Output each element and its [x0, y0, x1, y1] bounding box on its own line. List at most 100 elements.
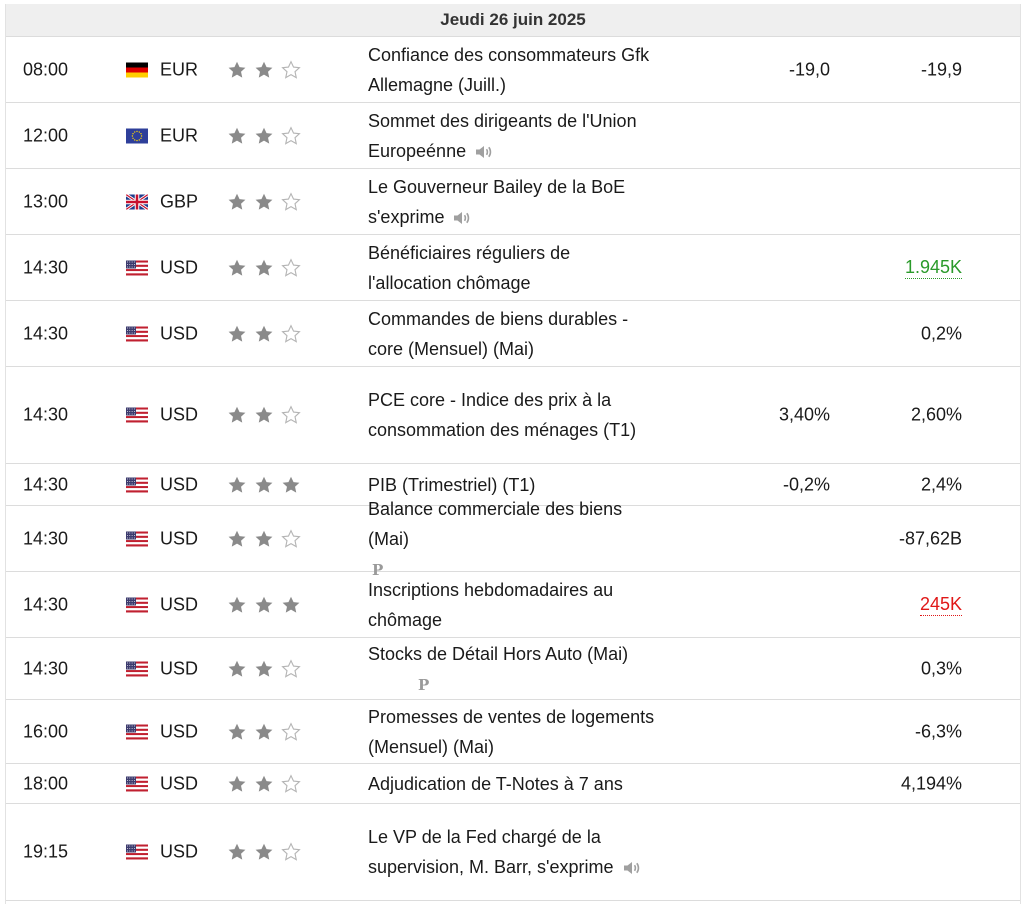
event-previous: 4,194% [900, 773, 962, 793]
star-filled-icon [228, 127, 246, 144]
event-row[interactable]: 14:30 USD Balance commerciale des biens (M… [6, 499, 1020, 579]
event-time: 14:30 [23, 474, 69, 494]
event-row[interactable]: 13:00 GBP Le Gouverneur Bailey de la BoE s… [6, 169, 1020, 235]
event-title-text: PCE core - Indice des prix à la consomma… [368, 390, 637, 440]
event-currency: USD [160, 594, 199, 614]
flag-us-icon [126, 531, 148, 546]
star-filled-icon [255, 325, 273, 342]
event-title-text: Confiance des consommateurs Gfk Allemagn… [368, 44, 650, 95]
event-currency: GBP [160, 191, 199, 211]
event-previous: -19,9 [920, 59, 962, 79]
event-title-text: Le Gouverneur Bailey de la BoE s'exprime [368, 176, 626, 227]
event-title-text: Balance commerciale des biens (Mai) [368, 498, 623, 549]
flag-us-icon [126, 844, 148, 860]
event-previous: 0,2% [920, 323, 962, 343]
event-title[interactable]: Le Gouverneur Bailey de la BoE s'exprime [368, 172, 658, 232]
event-title[interactable]: Adjudication de T-Notes à 7 ans [368, 769, 658, 799]
event-title[interactable]: Stocks de Détail Hors Auto (Mai) P [368, 639, 658, 699]
event-row[interactable]: 14:30 USD Commandes de biens durables - co… [6, 301, 1020, 367]
star-empty-icon [281, 191, 301, 211]
event-previous: 2,60% [910, 404, 962, 425]
flag-us-icon [126, 597, 148, 612]
star-filled-icon [282, 596, 300, 613]
event-title[interactable]: PCE core - Indice des prix à la consomma… [368, 385, 658, 445]
star-filled-icon [228, 660, 246, 677]
event-previous[interactable]: 245K [919, 593, 962, 616]
star-empty-icon [281, 405, 301, 424]
star-filled-icon [255, 596, 273, 613]
event-title[interactable]: Sommet des dirigeants de l'Union Europeé… [368, 106, 658, 166]
event-row[interactable]: 14:30 USD PIB (Trimestriel) (T1) -0,2% 2,4% [6, 464, 1020, 506]
event-title[interactable]: Confiance des consommateurs Gfk Allemagn… [368, 40, 658, 100]
flag-us-icon [126, 477, 148, 492]
event-currency: USD [160, 323, 199, 343]
event-row[interactable]: 08:00 EUR Confiance des consommateurs Gfk … [6, 37, 1020, 103]
event-currency: USD [160, 773, 199, 793]
importance-stars [226, 658, 302, 679]
event-previous: -6,3% [914, 721, 962, 741]
event-time: 14:30 [23, 257, 69, 277]
importance-stars [226, 257, 302, 278]
event-row[interactable]: 14:30 USD Bénéficiaires réguliers de l'all… [6, 235, 1020, 301]
event-title[interactable]: Bénéficiaires réguliers de l'allocation … [368, 238, 658, 298]
event-title-text: PIB (Trimestriel) (T1) [368, 474, 536, 495]
event-title-text: Sommet des dirigeants de l'Union Europeé… [368, 110, 637, 161]
star-empty-icon [281, 658, 301, 678]
importance-stars [226, 405, 302, 426]
event-title[interactable]: Inscriptions hebdomadaires au chômage [368, 575, 658, 635]
event-currency: USD [160, 841, 199, 862]
event-forecast: -19,0 [788, 59, 830, 79]
event-currency: USD [160, 257, 199, 277]
preliminary-icon: P [418, 675, 430, 694]
star-filled-icon [255, 530, 273, 547]
flag-us-icon [126, 260, 148, 275]
event-row[interactable]: 16:00 USD Promesses de ventes de logements… [6, 700, 1020, 764]
event-title-text: Inscriptions hebdomadaires au chômage [368, 579, 614, 630]
star-filled-icon [255, 259, 273, 276]
star-filled-icon [228, 325, 246, 342]
event-row[interactable]: 14:30 USD Inscriptions hebdomadaires au ch… [6, 572, 1020, 638]
star-empty-icon [281, 528, 301, 548]
event-row[interactable]: 14:30 USD Stocks de Détail Hors Auto (Mai)… [6, 638, 1020, 700]
star-filled-icon [228, 61, 246, 78]
event-row[interactable]: 18:00 USD Adjudication de T-Notes à 7 ans 4… [6, 764, 1020, 804]
event-title[interactable]: Promesses de ventes de logements (Mensue… [368, 702, 658, 762]
event-title-text: Bénéficiaires réguliers de l'allocation … [368, 242, 571, 293]
star-filled-icon [228, 193, 246, 210]
star-filled-icon [228, 596, 246, 613]
flag-us-icon [126, 661, 148, 676]
speaker-icon [476, 145, 492, 158]
event-title[interactable]: Commandes de biens durables - core (Mens… [368, 304, 658, 364]
event-title[interactable]: Le VP de la Fed chargé de la supervision… [368, 822, 658, 882]
event-previous[interactable]: 1.945K [904, 256, 962, 279]
event-currency: EUR [160, 125, 199, 145]
flag-us-icon [126, 326, 148, 341]
flag-eu-icon [126, 128, 148, 143]
event-title[interactable]: Balance commerciale des biens (Mai) P [368, 494, 658, 584]
star-filled-icon [228, 723, 246, 740]
event-time: 14:30 [23, 404, 69, 425]
event-time: 08:00 [23, 59, 69, 79]
flag-us-icon [126, 724, 148, 739]
events-table: 08:00 EUR Confiance des consommateurs Gfk … [6, 37, 1020, 901]
event-forecast: -0,2% [782, 474, 830, 494]
event-row[interactable]: 19:15 USD Le VP de la Fed chargé de la sup… [6, 804, 1020, 901]
importance-stars [226, 773, 302, 794]
star-filled-icon [255, 476, 273, 493]
importance-stars [226, 842, 302, 863]
event-row[interactable]: 14:30 USD PCE core - Indice des prix à la … [6, 367, 1020, 464]
event-title-text: Le VP de la Fed chargé de la supervision… [368, 827, 614, 877]
event-title-text: Stocks de Détail Hors Auto (Mai) [368, 643, 629, 664]
star-filled-icon [255, 127, 273, 144]
event-time: 16:00 [23, 721, 69, 741]
event-time: 14:30 [23, 594, 69, 614]
event-title[interactable]: PIB (Trimestriel) (T1) [368, 470, 658, 500]
star-filled-icon [255, 193, 273, 210]
event-currency: USD [160, 658, 199, 678]
flag-us-icon [126, 776, 148, 791]
speaker-icon [623, 862, 639, 875]
flag-us-icon [126, 407, 148, 423]
star-filled-icon [228, 259, 246, 276]
star-filled-icon [228, 476, 246, 493]
event-row[interactable]: 12:00 EUR Sommet des dirigeants de l'Union… [6, 103, 1020, 169]
